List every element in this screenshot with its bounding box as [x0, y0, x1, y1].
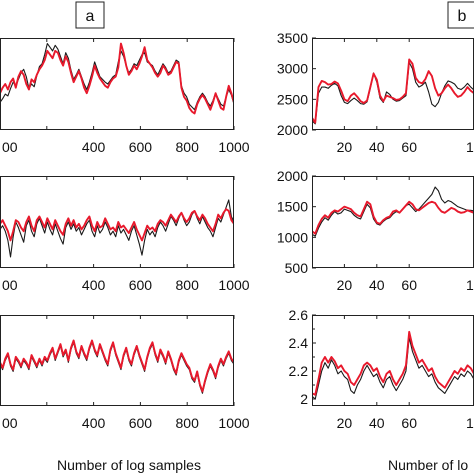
x-tick-label: 20	[337, 139, 353, 155]
panel-a-2: 00 400 600 800 1000	[0, 176, 250, 293]
x-tick-label: 400	[82, 415, 106, 431]
x-tick-label: 800	[176, 277, 200, 293]
series-predicted	[312, 330, 474, 396]
x-tick-label: 800	[176, 139, 200, 155]
x-axis-label: Number of log samples	[57, 457, 201, 473]
axes-frame	[0, 38, 234, 130]
panel-a-3: 00 400 600 800 1000 Number of log samples	[0, 315, 250, 473]
x-tick-label: 10	[466, 277, 474, 293]
series-predicted	[0, 208, 234, 242]
x-tick-label: 800	[176, 415, 200, 431]
series-predicted	[312, 200, 474, 235]
x-tick-label: 400	[82, 277, 106, 293]
x-tick-label: 20	[337, 277, 353, 293]
x-tick-label: 600	[129, 139, 153, 155]
series-predicted	[312, 58, 474, 124]
x-tick-label: 1000	[218, 139, 249, 155]
x-tick-label: 00	[2, 139, 18, 155]
panel-tag-box	[75, 1, 105, 29]
y-tick-label: 2	[300, 391, 308, 407]
y-tick-label: 3000	[277, 61, 308, 77]
panel-b-3: 20 40 60 10 2 2.2 2.4 2.6 Number of lo	[289, 307, 474, 473]
panel-b-1: 20 40 60 10 2000 2500 3000 3500 b	[277, 1, 474, 155]
y-tick-label: 2000	[277, 122, 308, 138]
series-measured	[312, 61, 474, 125]
x-tick-label: 40	[369, 139, 385, 155]
panel-a-1: 00 400 600 800 1000 a	[0, 1, 250, 155]
panel-tag-box	[447, 1, 474, 29]
x-tick-label: 1000	[218, 415, 249, 431]
y-tick-label: 2.4	[289, 335, 309, 351]
x-tick-label: 1000	[218, 277, 249, 293]
panel-b-2: 20 40 60 10 500 1000 1500 2000	[277, 168, 474, 293]
x-tick-label: 20	[337, 415, 353, 431]
y-tick-label: 2.6	[289, 307, 309, 323]
panel-tag-label: b	[458, 8, 467, 25]
axes-frame	[312, 38, 474, 130]
y-tick-label: 2000	[277, 168, 308, 184]
x-tick-label: 00	[2, 415, 18, 431]
x-tick-label: 400	[82, 139, 106, 155]
x-tick-label: 00	[2, 277, 18, 293]
axes-frame	[0, 315, 234, 406]
x-tick-label: 60	[401, 415, 417, 431]
x-tick-label: 40	[369, 415, 385, 431]
series-predicted	[0, 42, 234, 115]
y-tick-label: 1000	[277, 229, 308, 245]
axes-frame	[312, 315, 474, 406]
y-tick-label: 2.2	[289, 363, 309, 379]
x-tick-label: 600	[129, 277, 153, 293]
x-axis-label: Number of lo	[388, 457, 468, 473]
series-measured	[312, 186, 474, 237]
y-tick-label: 1500	[277, 199, 308, 215]
x-tick-label: 40	[369, 277, 385, 293]
x-tick-label: 60	[401, 139, 417, 155]
series-measured	[0, 341, 234, 394]
y-tick-label: 2500	[277, 91, 308, 107]
x-tick-label: 10	[466, 415, 474, 431]
x-tick-label: 10	[466, 139, 474, 155]
x-tick-label: 600	[129, 415, 153, 431]
axes-frame	[312, 176, 474, 268]
y-tick-label: 500	[285, 260, 309, 276]
axes-frame	[0, 176, 234, 268]
series-predicted	[0, 339, 234, 393]
series-measured	[312, 336, 474, 400]
x-tick-label: 60	[401, 277, 417, 293]
panel-tag-label: a	[86, 8, 95, 25]
y-tick-label: 3500	[277, 30, 308, 46]
